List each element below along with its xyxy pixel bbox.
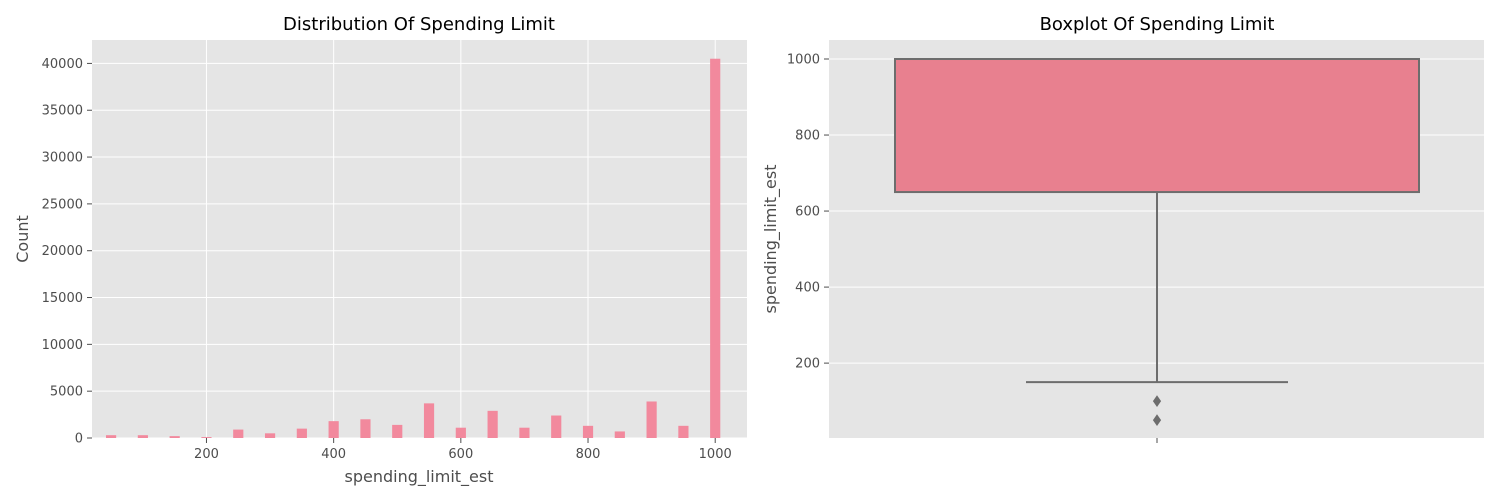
histogram-bar [455, 427, 466, 438]
boxplot-y-tick-label: 200 [795, 357, 820, 372]
histogram-y-tick-label: 0 [75, 432, 83, 447]
histogram-bars [105, 58, 721, 439]
boxplot-y-axis-label: spending_limit_est [761, 164, 781, 313]
histogram-y-tick-label: 20000 [42, 244, 83, 259]
histogram-x-tick-label: 400 [321, 447, 346, 462]
histogram-bar [264, 433, 276, 438]
histogram-x-axis-label: spending_limit_est [344, 467, 493, 487]
histogram-y-tick-label: 5000 [50, 385, 83, 400]
histogram-y-tick-label: 35000 [42, 104, 83, 119]
histogram-x-ticks: 200 400 600 800 1000 [194, 438, 732, 462]
histogram-bar [137, 435, 148, 438]
histogram-bar [105, 435, 117, 438]
histogram-bar [169, 436, 180, 438]
histogram-plot-area [92, 40, 747, 438]
histogram-bar [423, 403, 435, 438]
histogram-bar [646, 401, 657, 438]
boxplot-panel: 200 400 600 800 1000 Boxplot Of Spending Lim… [761, 14, 1484, 443]
boxplot-outlier [1152, 395, 1162, 407]
histogram-y-ticks: 0 5000 10000 15000 20000 25000 30000 35000 40000 [42, 57, 92, 447]
histogram-bar [360, 419, 371, 438]
histogram-panel: 200 400 600 800 1000 0 5000 10000 15000 20000 250… [13, 14, 747, 487]
histogram-bar [614, 431, 625, 438]
histogram-y-tick-label: 40000 [42, 57, 83, 72]
histogram-x-tick-label: 600 [448, 447, 473, 462]
boxplot-outlier [1152, 414, 1162, 427]
histogram-bar [519, 427, 530, 438]
histogram-gridlines [92, 40, 747, 439]
histogram-y-tick-label: 30000 [42, 151, 83, 166]
histogram-bar [582, 425, 594, 438]
histogram-bar [201, 437, 212, 438]
histogram-x-tick-label: 800 [576, 447, 601, 462]
histogram-bar [233, 429, 244, 438]
boxplot-y-tick-label: 400 [795, 281, 820, 296]
histogram-bar [710, 58, 721, 439]
histogram-y-tick-label: 15000 [42, 291, 83, 306]
boxplot-title: Boxplot Of Spending Limit [1040, 14, 1275, 35]
histogram-y-tick-label: 25000 [42, 197, 83, 212]
histogram-y-axis-label: Count [13, 215, 32, 263]
histogram-title: Distribution Of Spending Limit [283, 14, 555, 35]
histogram-x-tick-label: 1000 [699, 447, 732, 462]
boxplot-box [894, 58, 1420, 194]
boxplot-y-tick-label: 1000 [787, 53, 820, 68]
boxplot-y-ticks: 200 400 600 800 1000 [787, 53, 829, 372]
histogram-bar [551, 415, 562, 438]
boxplot-y-tick-label: 600 [795, 205, 820, 220]
boxplot-y-tick-label: 800 [795, 129, 820, 144]
histogram-x-tick-label: 200 [194, 447, 219, 462]
histogram-bar [392, 424, 403, 438]
histogram-y-tick-label: 10000 [42, 338, 83, 353]
boxplot-shape [894, 58, 1420, 427]
histogram-bar [487, 410, 498, 438]
histogram-bar [296, 428, 307, 438]
histogram-bar [328, 421, 339, 438]
histogram-bar [678, 425, 689, 438]
